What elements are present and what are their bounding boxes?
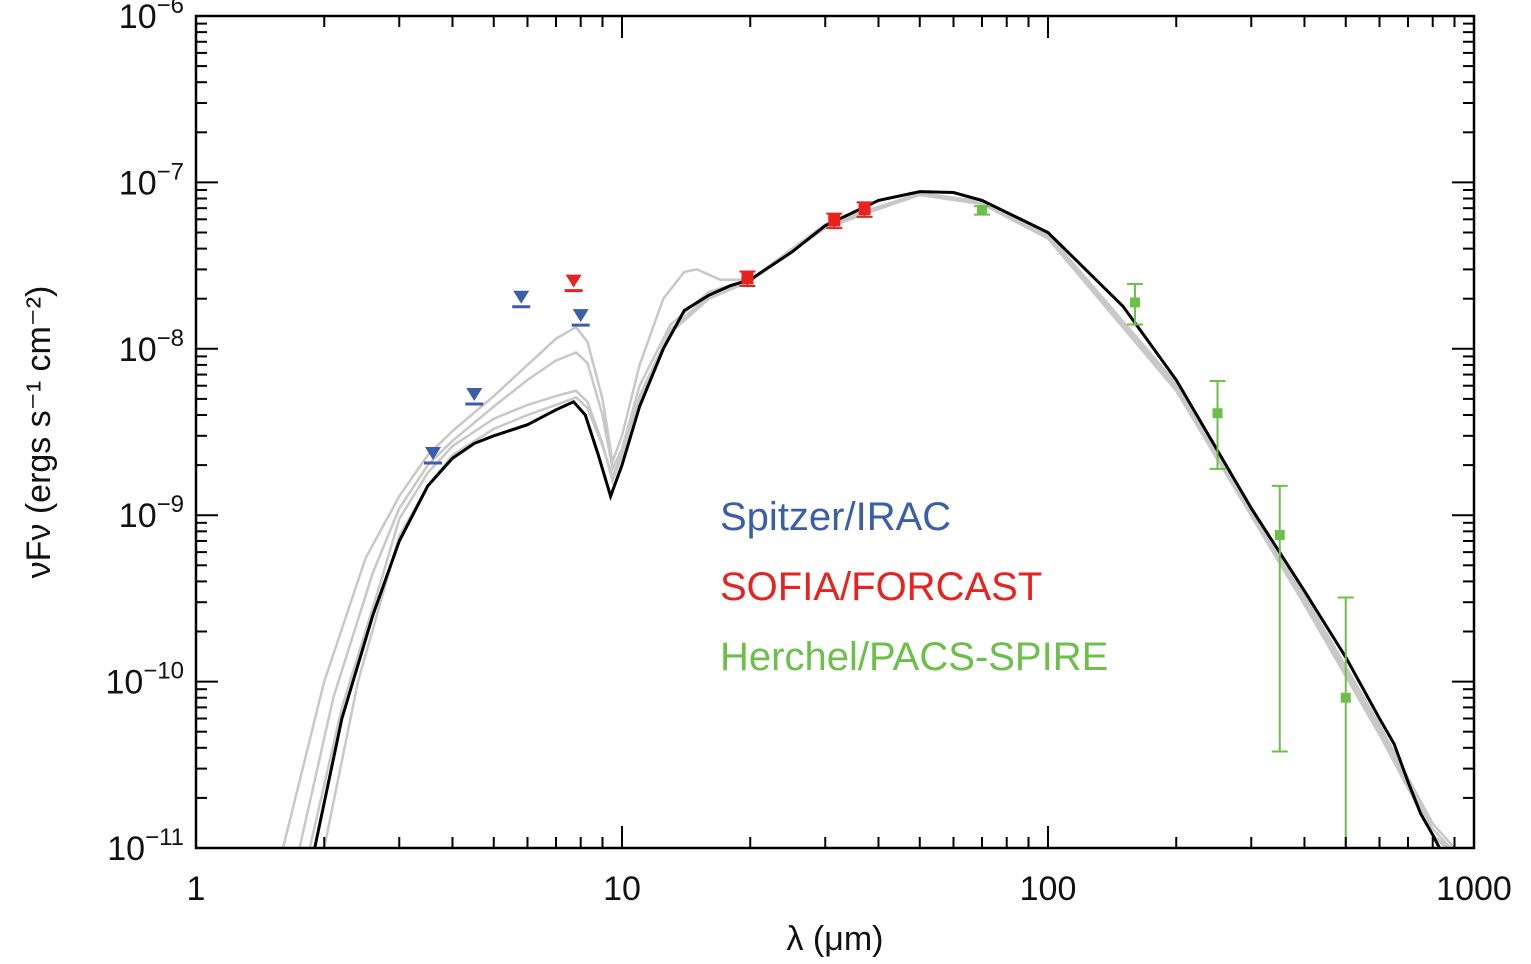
x-tick-label: 1000 <box>1436 870 1512 908</box>
y-tick-base: 10 <box>119 164 157 202</box>
x-tick-label: 10 <box>603 870 641 908</box>
upper-limit-arrow <box>513 290 530 304</box>
y-tick-exponent: −6 <box>157 0 184 19</box>
x-axis-title: λ (μm) <box>786 920 883 958</box>
y-tick-exponent: −9 <box>157 491 184 518</box>
herschel-point <box>1126 283 1143 326</box>
data-marker <box>1212 408 1223 419</box>
axis-ticks <box>195 16 1474 849</box>
data-marker <box>977 205 988 216</box>
herschel-point <box>974 205 991 216</box>
forcast-point <box>826 212 843 230</box>
y-tick-exponent: −11 <box>145 824 184 851</box>
irac-upper-limit <box>423 447 442 465</box>
x-tick-label: 1 <box>187 870 206 908</box>
y-tick-label: 10−7 <box>119 158 184 202</box>
plot-frame <box>194 14 1476 850</box>
data-points <box>423 201 1354 849</box>
y-tick-label: 10−10 <box>105 658 184 702</box>
irac-upper-limit <box>465 388 484 406</box>
legend-label: Spitzer/IRAC <box>720 495 951 539</box>
data-marker <box>1129 297 1140 308</box>
upper-limit-arrow <box>424 447 441 461</box>
upper-limit-arrow <box>466 388 483 402</box>
herschel-point <box>1271 484 1288 753</box>
y-axis-title: νFν (ergs s⁻¹ cm⁻²) <box>20 286 58 579</box>
forcast-upper-limit <box>564 274 583 293</box>
y-tick-label: 10−11 <box>107 824 184 868</box>
data-marker <box>1340 692 1351 703</box>
y-tick-label: 10−9 <box>119 491 184 535</box>
best-fit-curve <box>313 190 1441 848</box>
y-tick-base: 10 <box>107 830 145 868</box>
y-tick-label: 10−8 <box>119 325 184 369</box>
irac-upper-limit <box>512 290 531 309</box>
y-tick-base: 10 <box>105 664 143 702</box>
y-tick-exponent: −7 <box>157 158 184 185</box>
irac-upper-limit <box>571 309 590 327</box>
y-tick-exponent: −10 <box>143 658 184 685</box>
data-marker <box>858 203 871 216</box>
forcast-point <box>739 270 756 287</box>
legend: Spitzer/IRAC SOFIA/FORCAST Herchel/PACS-SP… <box>720 495 1108 679</box>
x-tick-label: 100 <box>1020 870 1077 908</box>
y-tick-base: 10 <box>119 0 157 36</box>
upper-limit-arrow <box>572 309 589 323</box>
y-tick-base: 10 <box>119 497 157 535</box>
y-tick-exponent: −8 <box>157 325 184 352</box>
upper-limit-arrow <box>565 274 582 288</box>
legend-label: Herchel/PACS-SPIRE <box>720 635 1108 679</box>
forcast-point <box>856 201 873 218</box>
y-tick-base: 10 <box>119 331 157 369</box>
data-marker <box>828 214 841 227</box>
data-marker <box>1274 530 1285 541</box>
model-fit-curve <box>322 193 1447 848</box>
herschel-point <box>1209 380 1226 470</box>
legend-label: SOFIA/FORCAST <box>720 565 1042 609</box>
data-marker <box>741 272 754 285</box>
y-tick-label: 10−6 <box>119 0 184 36</box>
